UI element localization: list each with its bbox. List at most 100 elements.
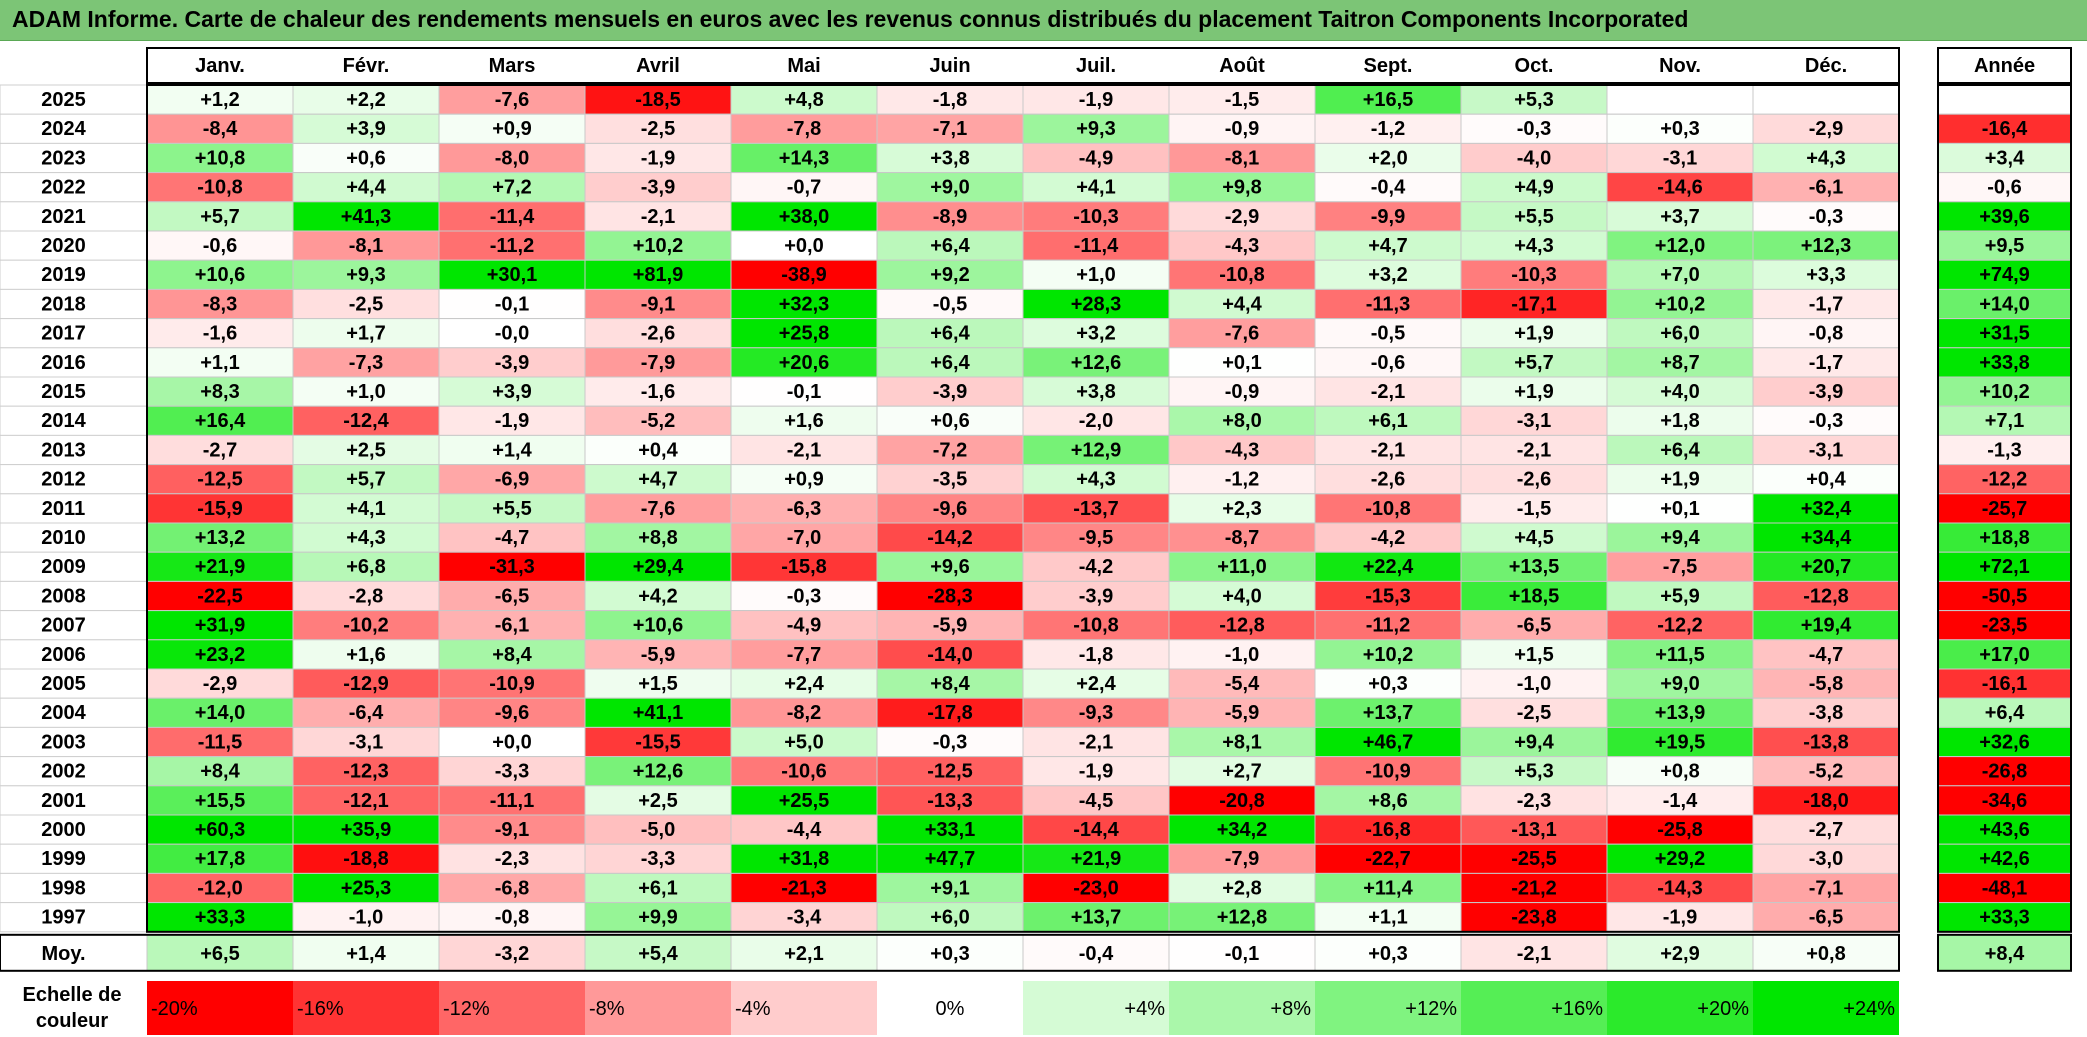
heat-cell: [1606, 84, 1754, 115]
heat-cell: [1022, 464, 1170, 495]
average-cell-value: +0,3: [930, 943, 969, 965]
year-label: 1998: [41, 877, 86, 899]
heat-cell: [1314, 84, 1462, 115]
heat-cell-value: -2,5: [1517, 702, 1551, 724]
heat-cell-value: -3,1: [1809, 439, 1843, 461]
heat-cell-value: +8,7: [1660, 352, 1699, 374]
heat-cell: [438, 113, 586, 144]
year-label-cell: [0, 288, 148, 320]
heat-cell-value: -7,2: [933, 439, 967, 461]
heat-cell: [292, 434, 440, 466]
heat-cell: [730, 639, 878, 670]
heat-cell: [292, 259, 440, 290]
heat-cell: [1168, 843, 1316, 874]
heat-cell-value: -3,1: [1663, 147, 1697, 169]
heat-cell: [876, 434, 1024, 466]
heat-cell-value: -16,8: [1365, 819, 1411, 841]
annual-cell-value: -50,5: [1982, 585, 2028, 607]
heat-cell-value: +15,5: [195, 790, 246, 812]
heat-cell-value: +8,4: [930, 673, 970, 695]
heat-cell: [876, 259, 1024, 290]
annual-cell: [1937, 434, 2072, 466]
color-scale-label: +24%: [1843, 998, 1895, 1020]
heat-cell: [1752, 814, 1900, 845]
year-label: 2023: [41, 147, 86, 169]
heat-cell: [730, 434, 878, 466]
heat-cell-value: +0,8: [1660, 761, 1699, 783]
heat-cell-value: -1,9: [1079, 761, 1113, 783]
heat-cell-value: -15,8: [781, 556, 827, 578]
heat-cell-value: +13,2: [195, 527, 246, 549]
heat-cell-value: -4,3: [1225, 235, 1259, 257]
heat-cell-value: +18,5: [1509, 585, 1560, 607]
heat-cell-value: -12,5: [197, 469, 243, 491]
heat-cell-value: -7,0: [787, 527, 821, 549]
annual-cell-value: -48,1: [1982, 877, 2028, 899]
year-label-cell: [0, 756, 148, 787]
heat-cell-value: -28,3: [927, 585, 973, 607]
heat-cell-value: -3,5: [933, 469, 967, 491]
color-scale-swatch: [293, 981, 439, 1035]
heat-cell-value: +1,8: [1660, 410, 1699, 432]
heat-cell: [876, 113, 1024, 144]
heat-cell-value: -7,1: [933, 118, 967, 140]
heat-cell-value: -2,7: [203, 439, 237, 461]
heat-cell-value: -4,0: [1517, 147, 1551, 169]
heat-cell: [1606, 259, 1754, 290]
heat-cell: [438, 639, 586, 670]
heat-cell-value: +16,4: [195, 410, 246, 432]
heat-cell-value: +19,4: [1801, 615, 1852, 637]
heat-cell-value: -3,0: [1809, 848, 1843, 870]
heat-cell: [438, 902, 586, 933]
heat-cell-value: -12,0: [197, 877, 243, 899]
heat-cell-value: -1,2: [1371, 118, 1405, 140]
heat-cell: [1168, 172, 1316, 203]
heat-cell-value: -5,9: [1225, 702, 1259, 724]
year-label: 2025: [41, 89, 86, 111]
heat-cell: [876, 376, 1024, 407]
heat-cell-value: +10,8: [195, 147, 246, 169]
heat-cell: [146, 522, 294, 553]
heat-cell-value: -13,7: [1073, 498, 1119, 520]
heat-cell: [1168, 259, 1316, 290]
heat-cell-value: +31,8: [779, 848, 830, 870]
month-header: Sept.: [1364, 55, 1413, 77]
heat-cell-value: +0,0: [492, 731, 531, 753]
heat-cell-value: -7,3: [349, 352, 383, 374]
annual-cell-value: +31,5: [1979, 323, 2030, 345]
heat-cell-value: +5,7: [1514, 352, 1553, 374]
heat-cell-value: +6,1: [638, 877, 677, 899]
heat-cell: [292, 551, 440, 582]
heat-cell-value: +81,9: [633, 264, 684, 286]
heat-cell-value: -7,1: [1809, 877, 1843, 899]
heat-cell-value: +23,2: [195, 644, 246, 666]
heat-cell: [1168, 493, 1316, 524]
heat-cell: [876, 318, 1024, 349]
heat-cell-value: -8,7: [1225, 527, 1259, 549]
heat-cell-value: -8,9: [933, 206, 967, 228]
heat-cell-value: -1,8: [1079, 644, 1113, 666]
heat-cell-value: +2,3: [1222, 498, 1261, 520]
color-scale-label: +20%: [1697, 998, 1749, 1020]
heat-cell-value: +32,4: [1801, 498, 1852, 520]
heat-cell-value: -1,0: [1517, 673, 1551, 695]
heat-cell-value: -6,5: [495, 585, 529, 607]
heat-cell-value: -13,8: [1803, 731, 1849, 753]
heat-cell-value: -21,2: [1511, 877, 1557, 899]
heat-cell: [1022, 580, 1170, 612]
heat-cell-value: -3,9: [1079, 585, 1113, 607]
heat-cell-value: +8,0: [1222, 410, 1261, 432]
heat-cell-value: +5,5: [492, 498, 531, 520]
heat-cell: [730, 318, 878, 349]
heat-cell-value: +7,0: [1660, 264, 1699, 286]
annual-cell-value: +3,4: [1985, 147, 2025, 169]
heat-cell: [730, 522, 878, 553]
heat-cell-value: -6,5: [1809, 907, 1843, 929]
heat-cell-value: -10,8: [1073, 615, 1119, 637]
heat-cell-value: -14,2: [927, 527, 973, 549]
heat-cell: [1314, 522, 1462, 553]
heat-cell: [1752, 259, 1900, 290]
heat-cell-value: +3,8: [1076, 381, 1115, 403]
year-label: 2017: [41, 323, 86, 345]
